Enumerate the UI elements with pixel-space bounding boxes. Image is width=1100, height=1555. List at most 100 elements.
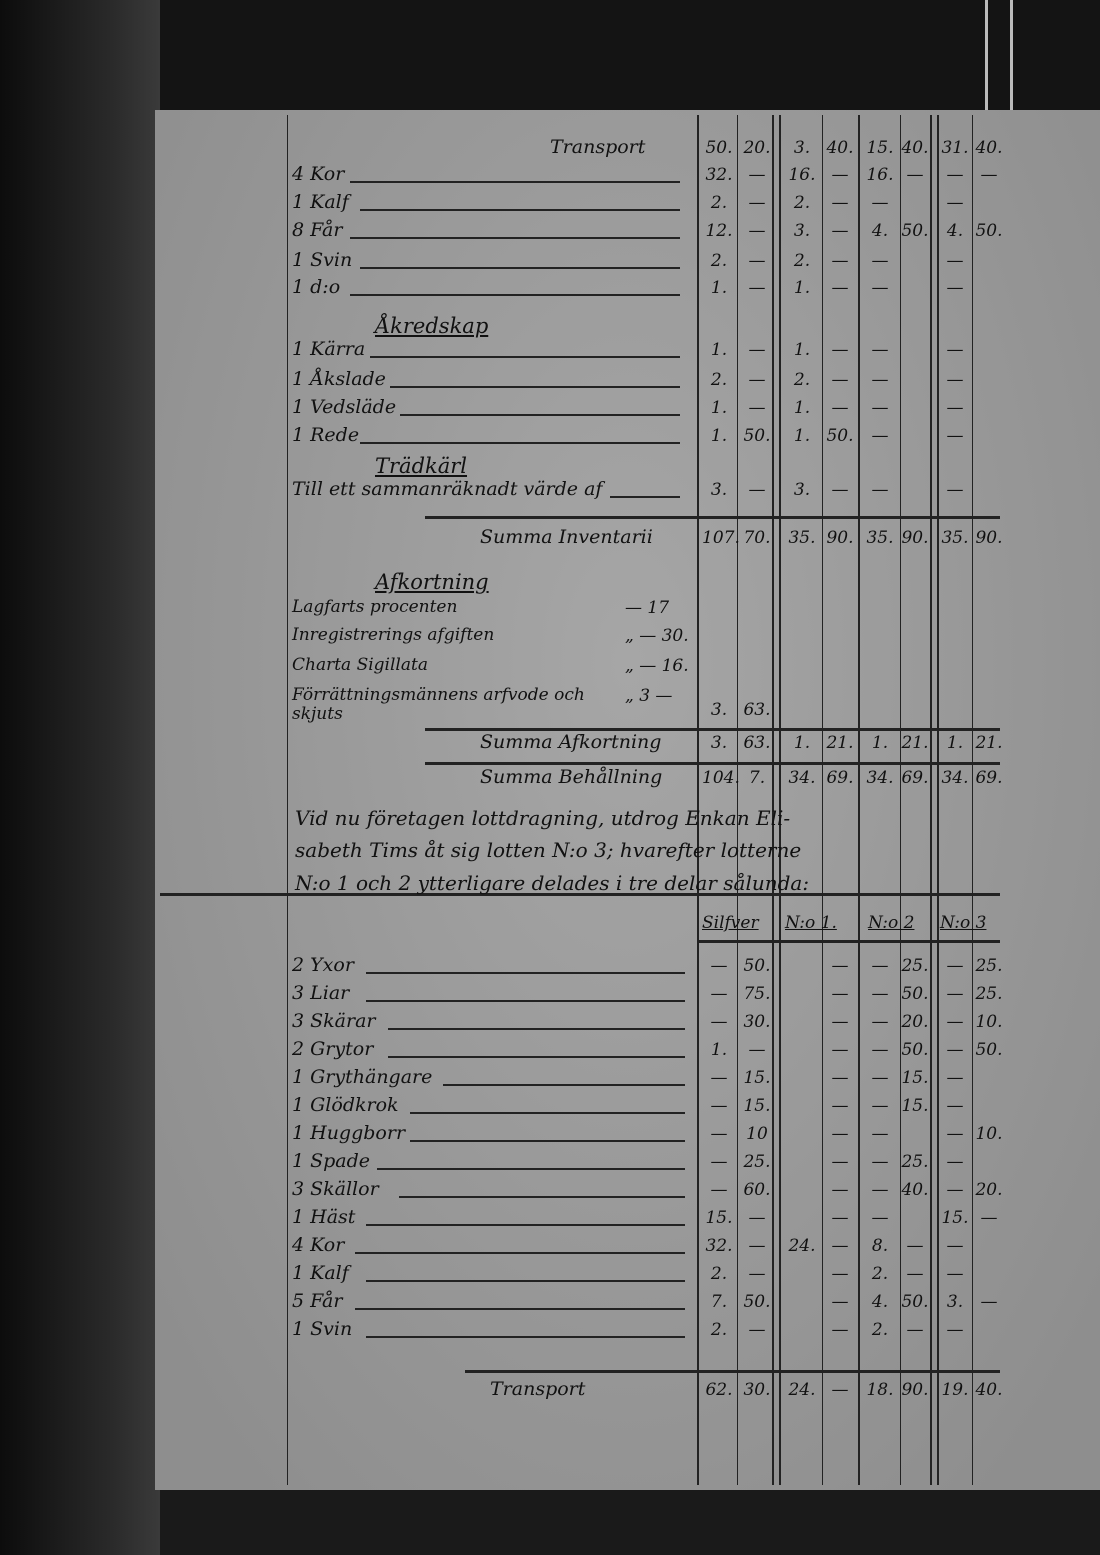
amount-cell: — [831, 251, 849, 271]
deduction-label: Inregistrerings afgiften [292, 625, 495, 645]
amount-cell: — [946, 1180, 964, 1200]
leader-line [350, 181, 680, 183]
amount-cell: — [748, 221, 766, 241]
amount-cell: — [871, 1152, 889, 1172]
section-heading: Åkredskap [375, 314, 489, 338]
amount-cell: — [831, 193, 849, 213]
amount-cell: 2. [793, 251, 811, 271]
amount-cell: 25. [975, 956, 1003, 976]
amount-cell: 25. [901, 956, 929, 976]
column-rule [822, 115, 823, 1485]
deduction-value: „ 3 — [625, 686, 673, 706]
item-label: 1 Huggborr [292, 1122, 406, 1144]
deduction-value: „ — 16. [625, 656, 689, 676]
item-label: 2 Yxor [292, 954, 354, 976]
amount-cell: — [831, 1236, 849, 1256]
amount-cell: — [871, 1012, 889, 1032]
total-label: Summa Inventarii [480, 526, 653, 548]
amount-cell: — [831, 1124, 849, 1144]
amount-cell: — [710, 1068, 728, 1088]
item-label: 1 Kalf [292, 1262, 349, 1284]
amount-cell: 30. [743, 1380, 771, 1400]
row-rule [425, 762, 1000, 765]
amount-cell: 10. [975, 1124, 1003, 1144]
amount-cell: 15. [941, 1208, 969, 1228]
item-label: 4 Kor [292, 163, 345, 185]
amount-cell: 4. [946, 221, 964, 241]
item-label: 1 Åkslade [292, 368, 386, 390]
amount-cell: — [871, 251, 889, 271]
column-rule [779, 115, 781, 1485]
amount-cell: 1. [710, 398, 728, 418]
total-label: Summa Afkortning [480, 731, 662, 753]
amount-cell: 40. [975, 1380, 1003, 1400]
amount-cell: — [946, 1040, 964, 1060]
amount-cell: 90. [975, 528, 1003, 548]
amount-cell: 16. [788, 165, 816, 185]
amount-cell: 40. [975, 138, 1003, 158]
amount-cell: — [906, 165, 924, 185]
column-rule [930, 115, 932, 1485]
amount-cell: — [831, 1152, 849, 1172]
item-label: 1 Kalf [292, 191, 349, 213]
amount-cell: — [946, 340, 964, 360]
deduction-label: Lagfarts procenten [292, 597, 458, 617]
amount-cell: 1. [710, 278, 728, 298]
amount-cell: — [748, 480, 766, 500]
amount-cell: 15. [866, 138, 894, 158]
amount-cell: 3. [710, 480, 728, 500]
amount-cell: 12. [705, 221, 733, 241]
amount-cell: — [831, 398, 849, 418]
row-rule [160, 893, 1000, 896]
amount-cell: 1. [710, 1040, 728, 1060]
item-label: 1 Kärra [292, 338, 366, 360]
amount-cell: — [946, 370, 964, 390]
leader-line [366, 1224, 685, 1226]
column-rule [737, 115, 738, 1485]
amount-cell: 35. [866, 528, 894, 548]
item-label: 8 Får [292, 219, 343, 241]
deduction-label: Charta Sigillata [292, 655, 428, 675]
column-rule [858, 115, 860, 1485]
amount-cell: — [831, 1096, 849, 1116]
amount-cell: 1. [946, 733, 964, 753]
amount-cell: — [946, 480, 964, 500]
amount-cell: 1. [793, 340, 811, 360]
amount-cell: 32. [705, 1236, 733, 1256]
amount-cell: 1. [710, 340, 728, 360]
amount-cell: 10. [975, 1012, 1003, 1032]
item-label: 1 Spade [292, 1150, 371, 1172]
amount-cell: — [946, 165, 964, 185]
amount-cell: — [980, 1292, 998, 1312]
amount-cell: — [710, 956, 728, 976]
amount-cell: 50. [705, 138, 733, 158]
scan-border-top [0, 0, 1100, 110]
leader-line [355, 1252, 685, 1254]
amount-cell: 69. [975, 768, 1003, 788]
amount-cell: — [946, 1096, 964, 1116]
section-heading: Afkortning [375, 570, 489, 594]
column-rule [900, 115, 901, 1485]
amount-cell: — [748, 278, 766, 298]
amount-cell: — [906, 1264, 924, 1284]
amount-cell: — [946, 251, 964, 271]
amount-cell: 18. [866, 1380, 894, 1400]
amount-cell: — [946, 1124, 964, 1144]
amount-cell: 50. [901, 221, 929, 241]
amount-cell: — [871, 1124, 889, 1144]
amount-cell: 50. [975, 1040, 1003, 1060]
amount-cell: 40. [901, 1180, 929, 1200]
amount-cell: 2. [710, 1320, 728, 1340]
amount-cell: 24. [788, 1236, 816, 1256]
leader-line [400, 414, 680, 416]
amount-cell: 3. [946, 1292, 964, 1312]
leader-line [366, 1000, 685, 1002]
amount-cell: 50. [743, 426, 771, 446]
amount-cell: 34. [941, 768, 969, 788]
amount-cell: 25. [743, 1152, 771, 1172]
amount-cell: — [946, 398, 964, 418]
item-label: Till ett sammanräknadt värde af [292, 478, 603, 500]
amount-cell: — [946, 193, 964, 213]
column-rule [972, 115, 973, 1485]
amount-cell: 50. [901, 984, 929, 1004]
